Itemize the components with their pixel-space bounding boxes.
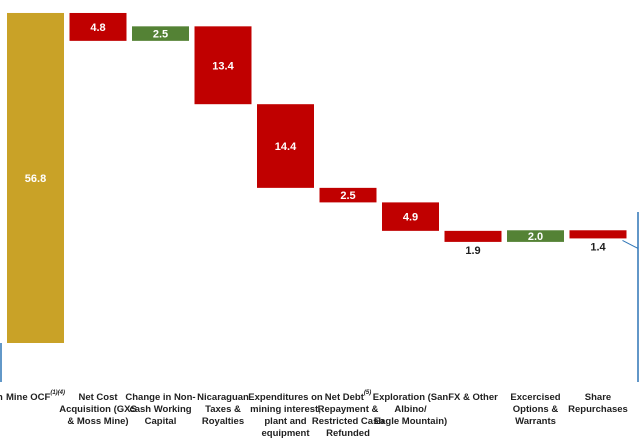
category-label-1: Mine OCF(1)(4) [6,390,65,403]
end-connector [622,239,639,249]
category-label-10: Share Repurchases [568,392,628,415]
bar-10 [569,230,627,239]
category-label-9: Excercised Options & Warrants [510,392,560,427]
bar-3 [132,26,189,41]
value-label-1: 56.8 [25,173,46,185]
bar-4 [194,26,252,105]
bars-group [7,12,627,344]
value-label-10: 1.4 [590,241,606,253]
category-label-7: Exploration (San Albino/Eagle Mountain) [373,392,449,427]
value-label-9: 2.0 [528,231,543,243]
bar-2 [69,12,127,41]
category-label-8: FX & Other [448,392,498,403]
category-label-6: Net Debt(5) Repayment & Restricted Cash Ref… [312,390,385,439]
bar-9 [507,230,564,242]
value-label-4: 13.4 [212,60,234,72]
category-labels-group: Mine OCF(1)(4) Net Cost Acquisition (GXS & … [6,390,628,439]
value-label-7: 4.9 [403,212,418,224]
left-edge-label: n [0,392,3,403]
bar-1 [7,12,64,344]
bar-5 [257,104,314,188]
value-labels-group: 56.8 4.8 2.5 13.4 14.4 2.5 4.9 1.9 2.0 1.4 [25,22,607,257]
category-label-4: Nicaraguan Taxes & Royalties [197,392,249,427]
connectors-group [622,239,639,249]
value-label-2: 4.8 [90,22,105,34]
category-label-2: Net Cost Acquisition (GXS & Moss Mine) [59,392,137,427]
value-label-6: 2.5 [340,190,355,202]
bar-7 [382,202,439,231]
value-label-8: 1.9 [465,245,480,257]
category-label-5: Expenditures on mining interest, plant and… [248,392,323,439]
bar-6 [319,187,377,203]
value-label-3: 2.5 [153,29,168,41]
category-label-3: Change in Non-cash Working Capital [125,392,195,427]
value-label-5: 14.4 [275,141,297,153]
bar-8 [444,230,502,242]
